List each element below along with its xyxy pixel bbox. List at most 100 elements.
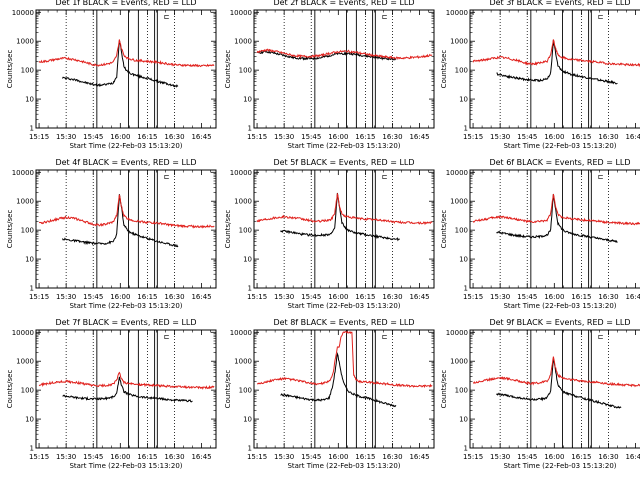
y-axis-label: Counts/sec [440, 210, 448, 249]
y-tick-label: 100 [455, 387, 468, 395]
x-tick-label: 15:45 [301, 133, 321, 141]
detector-panel-8: Det 8f BLACK = Events, RED = LLD ⊏ 1 10 100 1… [224, 318, 435, 470]
y-tick-label: 100 [21, 227, 34, 235]
x-tick-label: 16:30 [598, 453, 618, 461]
y-tick-label: 10 [243, 416, 252, 424]
y-tick-label: 1 [248, 285, 252, 293]
plot-frame [35, 329, 217, 449]
lld-series-line [38, 39, 215, 68]
y-tick-label: 1000 [16, 358, 34, 366]
lld-series-line [472, 194, 640, 226]
y-tick-label: 10 [459, 256, 468, 264]
y-tick-label: 10 [243, 256, 252, 264]
x-tick-label: 16:15 [137, 133, 157, 141]
y-tick-label: 10000 [12, 329, 34, 337]
plot-frame [469, 329, 640, 449]
y-tick-label: 1000 [16, 198, 34, 206]
plot-frame [35, 9, 217, 129]
y-tick-label: 1 [30, 445, 34, 453]
x-tick-label: 16:15 [571, 293, 591, 301]
panel-title: Det 9f BLACK = Events, RED = LLD [489, 318, 630, 327]
events-series-line [280, 192, 400, 242]
x-tick-label: 16:45 [625, 293, 640, 301]
x-tick-label: 16:15 [137, 293, 157, 301]
panel-title: Det 4f BLACK = Events, RED = LLD [55, 158, 196, 167]
x-tick-label: 15:15 [463, 453, 483, 461]
y-axis-label: Counts/sec [6, 370, 14, 409]
y-tick-label: 1000 [16, 38, 34, 46]
x-axis-label: Start Time (22-Feb-03 15:13:20) [287, 302, 400, 310]
time-marker-glyph: ⊏ [382, 13, 388, 21]
y-tick-label: 100 [239, 387, 252, 395]
x-tick-label: 16:45 [625, 453, 640, 461]
time-marker-glyph: ⊏ [598, 13, 604, 21]
x-tick-label: 16:15 [571, 453, 591, 461]
x-tick-label: 15:45 [301, 453, 321, 461]
y-axis-label: Counts/sec [224, 210, 232, 249]
y-tick-label: 10 [459, 96, 468, 104]
x-tick-label: 16:30 [164, 453, 184, 461]
y-tick-label: 1000 [234, 358, 252, 366]
x-tick-label: 15:45 [517, 293, 537, 301]
lld-series-line [256, 48, 433, 61]
y-tick-label: 1000 [450, 198, 468, 206]
time-marker-glyph: ⊏ [598, 173, 604, 181]
y-tick-label: 100 [21, 387, 34, 395]
plot-frame [469, 9, 640, 129]
x-tick-label: 16:15 [355, 133, 375, 141]
panel-title: Det 8f BLACK = Events, RED = LLD [273, 318, 414, 327]
events-series-line [496, 39, 618, 85]
y-axis-label: Counts/sec [6, 50, 14, 89]
plot-frame [253, 329, 435, 449]
x-tick-label: 16:00 [328, 133, 348, 141]
y-tick-label: 1000 [450, 358, 468, 366]
x-tick-label: 16:15 [571, 133, 591, 141]
y-tick-label: 100 [21, 67, 34, 75]
y-tick-label: 10000 [230, 169, 252, 177]
x-tick-label: 16:30 [164, 293, 184, 301]
x-tick-label: 16:45 [409, 133, 429, 141]
x-tick-label: 16:45 [191, 293, 211, 301]
y-tick-label: 1 [30, 125, 34, 133]
x-axis-label: Start Time (22-Feb-03 15:13:20) [69, 462, 182, 470]
x-tick-label: 15:15 [463, 133, 483, 141]
time-marker-glyph: ⊏ [598, 333, 604, 341]
x-tick-label: 16:45 [191, 453, 211, 461]
x-axis-label: Start Time (22-Feb-03 15:13:20) [503, 302, 616, 310]
y-tick-label: 1 [464, 445, 468, 453]
y-tick-label: 1000 [234, 38, 252, 46]
plot-frame [253, 169, 435, 289]
y-axis-label: Counts/sec [224, 370, 232, 409]
x-tick-label: 15:45 [83, 453, 103, 461]
x-tick-label: 16:30 [598, 293, 618, 301]
x-tick-label: 16:00 [544, 133, 564, 141]
x-tick-label: 15:15 [463, 293, 483, 301]
panel-title: Det 5f BLACK = Events, RED = LLD [273, 158, 414, 167]
detector-panel-1: Det 1f BLACK = Events, RED = LLD ⊏ 1 10 100 1… [6, 0, 217, 150]
x-tick-label: 15:15 [247, 453, 267, 461]
panel-title: Det 1f BLACK = Events, RED = LLD [55, 0, 196, 7]
x-tick-label: 15:30 [274, 133, 294, 141]
x-tick-label: 16:00 [328, 293, 348, 301]
x-tick-label: 15:45 [301, 293, 321, 301]
detector-panel-3: Det 3f BLACK = Events, RED = LLD ⊏ 1 10 100 1… [440, 0, 640, 150]
x-tick-label: 16:45 [625, 133, 640, 141]
y-tick-label: 10000 [446, 169, 468, 177]
panel-title: Det 2f BLACK = Events, RED = LLD [273, 0, 414, 7]
y-axis-label: Counts/sec [440, 370, 448, 409]
y-tick-label: 10000 [446, 329, 468, 337]
lld-series-line [256, 193, 433, 226]
events-series-line [62, 376, 193, 403]
x-tick-label: 16:00 [110, 293, 130, 301]
plot-frame [469, 169, 640, 289]
x-tick-label: 16:00 [110, 133, 130, 141]
time-marker-glyph: ⊏ [164, 333, 170, 341]
x-tick-label: 15:30 [56, 133, 76, 141]
y-tick-label: 10 [243, 96, 252, 104]
time-marker-glyph: ⊏ [164, 173, 170, 181]
y-tick-label: 10 [25, 256, 34, 264]
x-tick-label: 15:30 [56, 453, 76, 461]
events-series-line [257, 49, 397, 61]
x-tick-label: 16:45 [191, 133, 211, 141]
